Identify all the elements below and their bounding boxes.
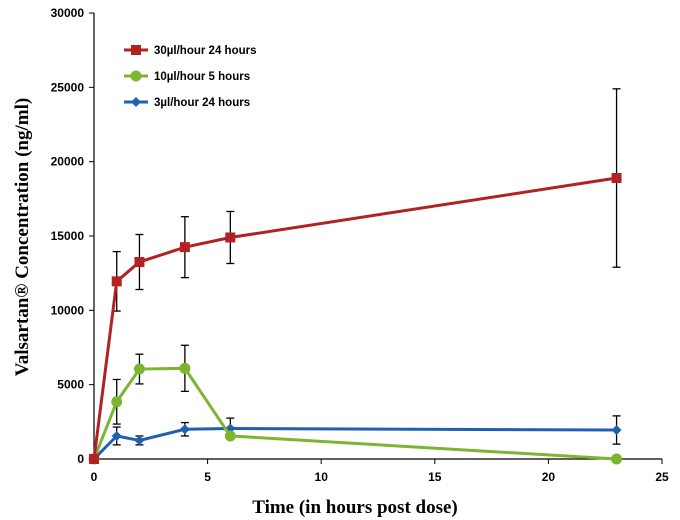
y-tick-label: 15000: [51, 229, 85, 243]
x-axis-ticks: 0 5 10 15 20 25: [91, 459, 669, 484]
y-tick-label: 20000: [51, 155, 85, 169]
y-axis-title: Valsartan® Concentration (ng/ml): [12, 98, 33, 376]
legend: 30µl/hour 24 hours 10µl/hour 5 hours 3µl/h…: [124, 45, 256, 109]
series-line: [92, 427, 617, 461]
legend-label: 3µl/hour 24 hours: [154, 97, 250, 109]
series-line: [92, 366, 617, 461]
y-axis-ticks: 0 5000 10000 15000 20000 25000 30000: [51, 6, 94, 466]
x-axis-title: Time (in hours post dose): [252, 497, 458, 518]
data-point: [611, 425, 622, 436]
series-2: [89, 415, 622, 464]
data-point: [179, 242, 190, 253]
data-point: [133, 363, 145, 375]
data-point: [134, 257, 145, 268]
data-point: [111, 396, 123, 408]
x-tick-label: 15: [428, 470, 442, 484]
y-tick-label: 25000: [51, 80, 85, 94]
legend-item-1: 10µl/hour 5 hours: [124, 70, 250, 83]
series-line: [92, 176, 617, 460]
x-tick-label: 25: [655, 470, 669, 484]
series-1: [88, 344, 623, 465]
x-tick-label: 10: [315, 470, 329, 484]
data-point: [611, 453, 623, 465]
data-point: [179, 362, 191, 374]
data-point: [225, 232, 236, 243]
y-tick-label: 0: [77, 452, 84, 466]
series-layer: [88, 88, 623, 465]
y-tick-label: 10000: [51, 303, 85, 317]
data-point: [111, 430, 122, 441]
legend-item-0: 30µl/hour 24 hours: [124, 45, 256, 57]
legend-marker: [131, 45, 141, 55]
data-point: [611, 173, 622, 184]
y-tick-label: 30000: [51, 6, 85, 20]
legend-item-2: 3µl/hour 24 hours: [124, 97, 250, 109]
legend-marker: [131, 97, 141, 107]
data-point: [89, 454, 99, 464]
legend-label: 30µl/hour 24 hours: [154, 45, 256, 57]
x-tick-label: 0: [91, 470, 98, 484]
y-tick-label: 5000: [57, 378, 84, 392]
data-point: [224, 430, 236, 442]
x-tick-label: 20: [542, 470, 556, 484]
x-tick-label: 5: [204, 470, 211, 484]
data-point: [111, 276, 122, 287]
legend-marker: [130, 70, 142, 82]
legend-label: 10µl/hour 5 hours: [154, 71, 250, 83]
data-point: [134, 435, 145, 446]
series-0: [89, 88, 622, 464]
data-point: [179, 424, 190, 435]
